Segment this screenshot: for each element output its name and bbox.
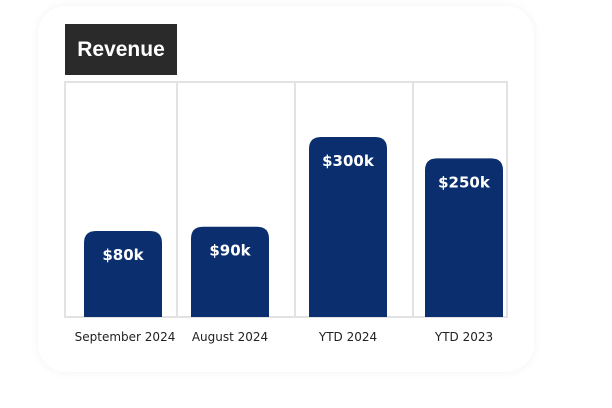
bar xyxy=(309,137,387,317)
bar xyxy=(191,226,269,317)
category-label: YTD 2023 xyxy=(434,330,493,344)
bar-value-label: $300k xyxy=(322,152,375,170)
bar xyxy=(425,158,503,317)
bar-value-label: $90k xyxy=(209,242,251,260)
category-label: August 2024 xyxy=(192,330,268,344)
bar-value-label: $250k xyxy=(438,173,491,191)
plot-frame xyxy=(64,81,508,318)
bar xyxy=(84,231,162,317)
bar-value-label: $80k xyxy=(102,246,144,264)
category-label: YTD 2024 xyxy=(318,330,377,344)
chart-title: Revenue xyxy=(65,24,177,75)
category-label: September 2024 xyxy=(75,330,176,344)
